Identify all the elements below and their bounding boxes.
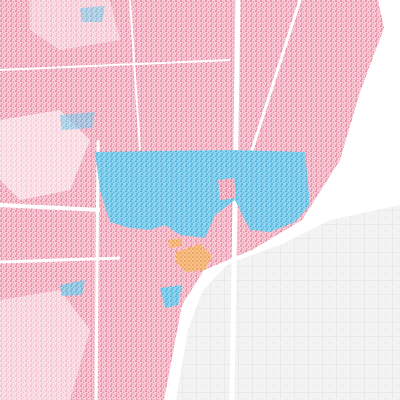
- population-area-blue: [60, 112, 95, 130]
- population-area-orange: [176, 244, 212, 272]
- population-area-blue: [60, 280, 85, 296]
- population-area-blue: [80, 6, 105, 22]
- population-area-orange: [168, 238, 182, 248]
- population-area-blue: [95, 150, 310, 238]
- population-area: [218, 178, 236, 200]
- sparse-area: [0, 110, 90, 200]
- population-area-blue: [160, 285, 182, 308]
- sparse-area: [0, 290, 90, 400]
